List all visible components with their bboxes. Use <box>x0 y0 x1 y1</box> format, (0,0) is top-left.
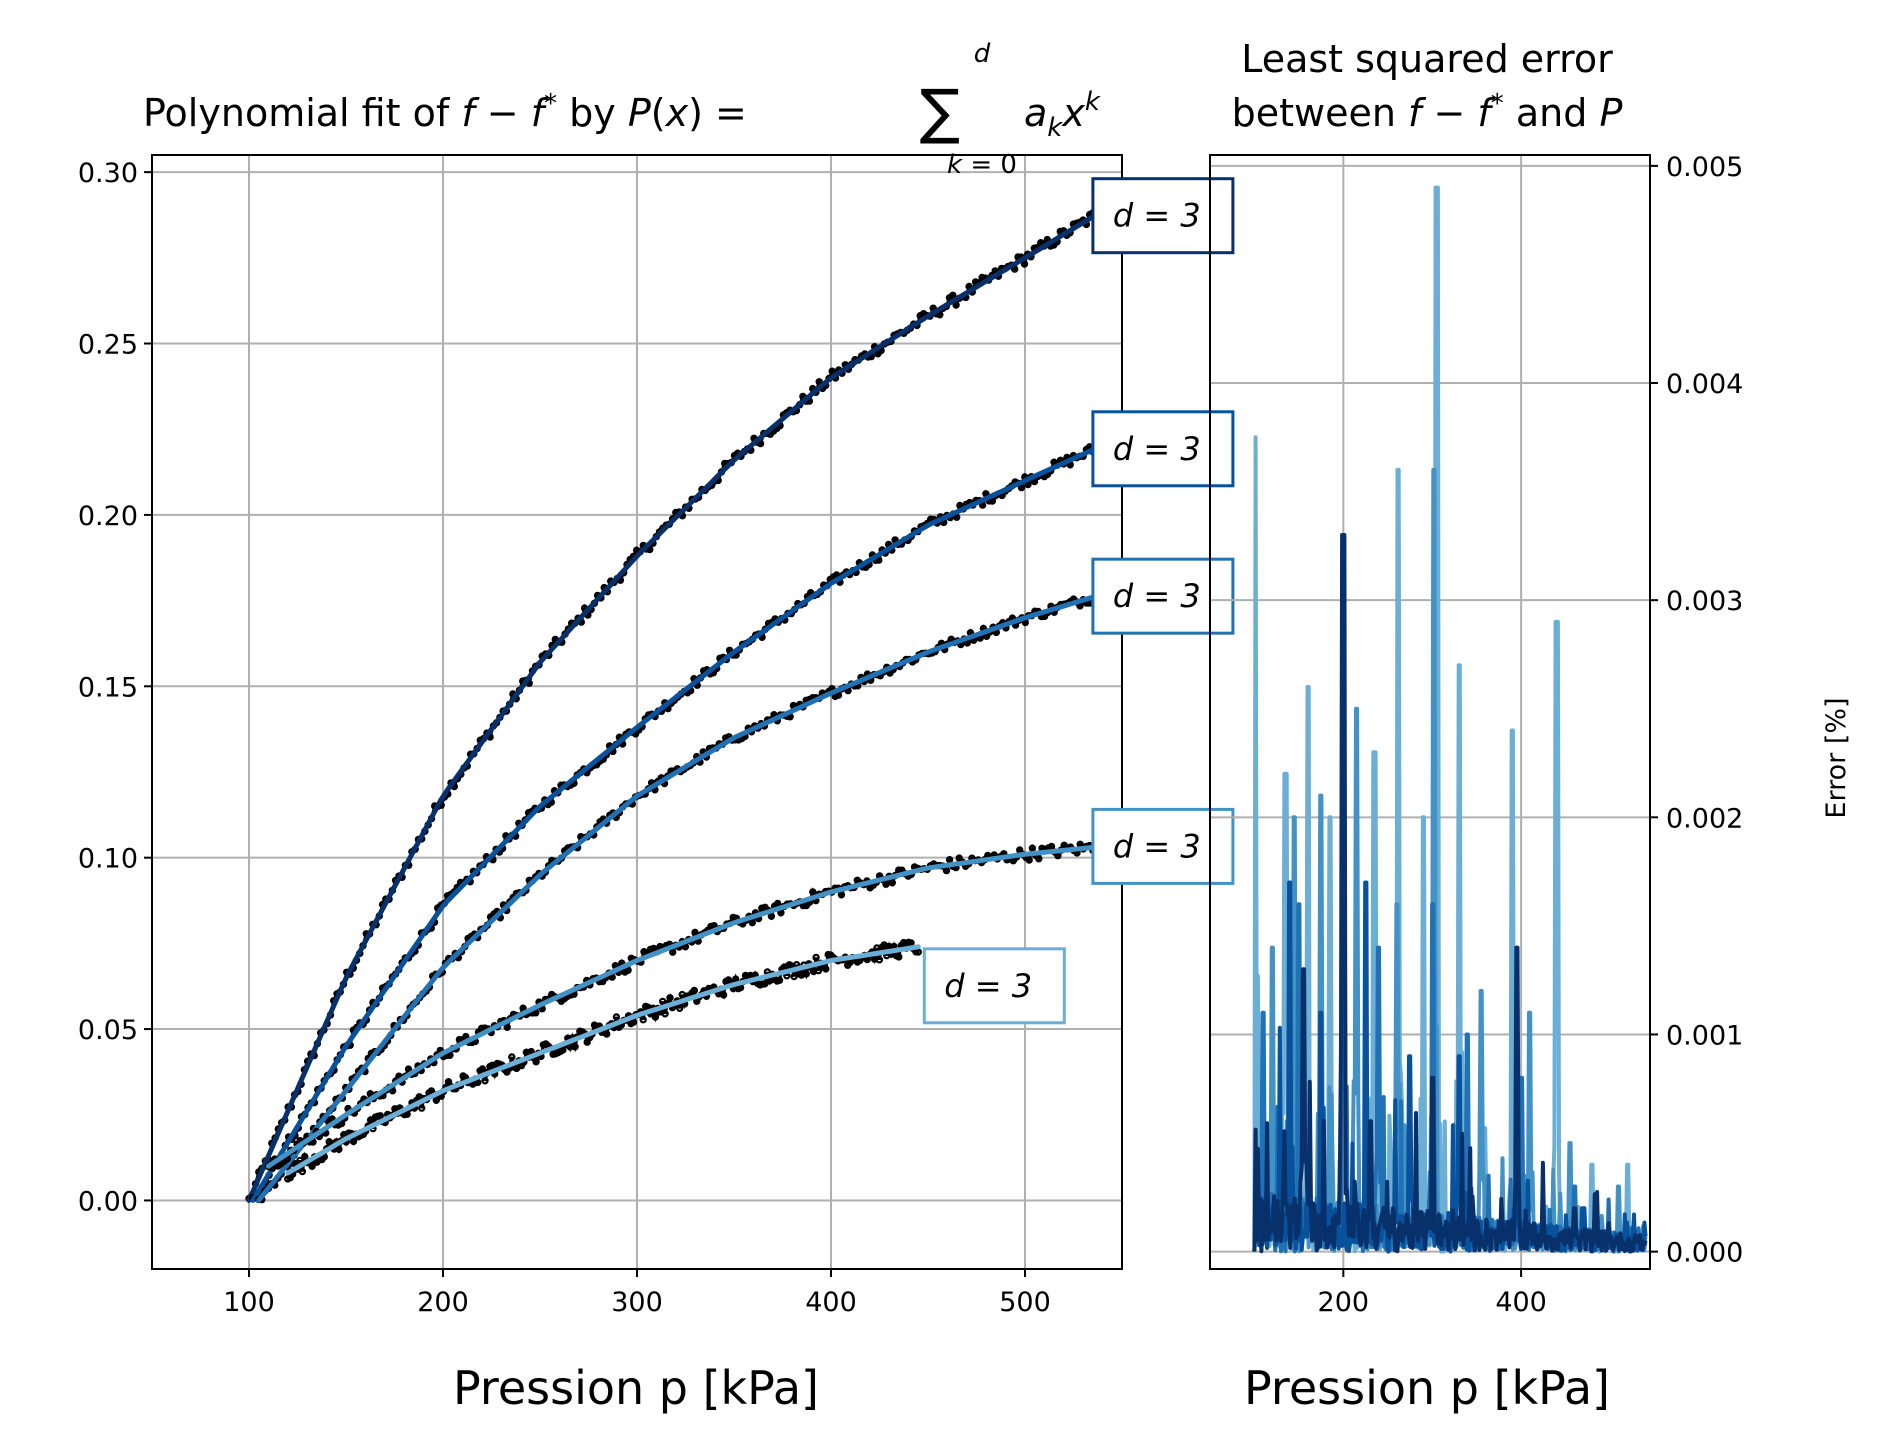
right-title: Least squared error between f − f* and P <box>1232 37 1623 135</box>
error-line <box>1252 185 1648 1254</box>
left-xtick-label: 200 <box>417 1287 469 1318</box>
left-ytick-label: 0.05 <box>78 1015 138 1046</box>
fit-label-3: d = 3 <box>1091 807 1235 885</box>
fit-label-0: d = 3 <box>1091 177 1235 255</box>
right-ytick-label: 0.004 <box>1666 369 1743 400</box>
right-xtick-label: 200 <box>1318 1287 1370 1318</box>
error-series-0 <box>1252 185 1648 1254</box>
error-series-4 <box>1252 533 1648 1254</box>
fit-line <box>256 594 1096 1203</box>
right-ytick-label: 0.000 <box>1666 1238 1743 1269</box>
left-ytick-label: 0.00 <box>78 1186 138 1217</box>
svg-text:akxk: akxk <box>1024 87 1101 143</box>
fit-label-1: d = 3 <box>1091 410 1235 488</box>
error-series-3 <box>1252 880 1648 1254</box>
left-xtick-label: 400 <box>805 1287 857 1318</box>
svg-text:between f − f* and P: between f − f* and P <box>1232 89 1623 135</box>
left-series-3 <box>264 840 1097 1172</box>
fit-label-text: d = 3 <box>1113 197 1201 235</box>
right-xlabel: Pression p [kPa] <box>1244 1361 1610 1415</box>
left-series-1 <box>249 443 1097 1203</box>
fit-line <box>285 944 921 1176</box>
error-series-1 <box>1252 467 1647 1254</box>
fit-label-4: d = 3 <box>922 947 1066 1025</box>
fit-label-text: d = 3 <box>1113 577 1201 615</box>
left-series-4 <box>284 938 923 1183</box>
right-ylabel: Error [%] <box>1821 697 1852 818</box>
right-ytick-label: 0.001 <box>1666 1020 1743 1051</box>
left-ytick-label: 0.25 <box>78 330 138 361</box>
fit-label-text: d = 3 <box>1113 430 1201 468</box>
fit-label-text: d = 3 <box>944 967 1032 1005</box>
left-ytick-label: 0.30 <box>78 158 138 189</box>
error-line <box>1252 467 1647 1254</box>
svg-text:d: d <box>974 39 991 69</box>
left-title: Polynomial fit of f − f* by P(x) = ∑ d k… <box>143 39 1101 180</box>
error-line <box>1252 750 1648 1254</box>
left-series-2 <box>255 594 1097 1204</box>
right-ytick-label: 0.003 <box>1666 586 1743 617</box>
left-xtick-label: 500 <box>999 1287 1051 1318</box>
fit-line <box>250 447 1096 1203</box>
left-ytick-label: 0.10 <box>78 844 138 875</box>
error-line <box>1252 533 1648 1254</box>
fit-label-2: d = 3 <box>1091 557 1235 635</box>
fit-line <box>265 844 1096 1169</box>
left-series-0 <box>245 208 1097 1203</box>
right-ytick-label: 0.002 <box>1666 803 1743 834</box>
svg-text:∑: ∑ <box>920 77 960 147</box>
svg-text:Polynomial fit of f − f* by P(: Polynomial fit of f − f* by P(x) = <box>143 89 747 135</box>
right-frame <box>1209 154 1651 1270</box>
right-xtick-label: 400 <box>1495 1287 1547 1318</box>
error-series-2 <box>1252 750 1648 1254</box>
raw-data-line <box>252 444 1095 1200</box>
error-line <box>1252 880 1648 1254</box>
svg-text:k = 0: k = 0 <box>947 150 1017 180</box>
left-xtick-label: 100 <box>223 1287 275 1318</box>
left-xlabel: Pression p [kPa] <box>453 1361 819 1415</box>
right-ytick-label: 0.005 <box>1666 152 1743 183</box>
left-plot: 100 200 300 400 500 0.00 0.05 0.10 0.15 0.20 0.25 0… <box>78 154 1235 1318</box>
left-ytick-label: 0.20 <box>78 501 138 532</box>
fit-line <box>246 214 1096 1203</box>
svg-text:Least squared error: Least squared error <box>1241 37 1613 81</box>
right-plot: 200 400 0.000 0.001 0.002 0.003 0.004 0.005 <box>1209 152 1743 1318</box>
left-ytick-label: 0.15 <box>78 672 138 703</box>
left-xtick-label: 300 <box>611 1287 663 1318</box>
fit-label-text: d = 3 <box>1113 827 1201 865</box>
